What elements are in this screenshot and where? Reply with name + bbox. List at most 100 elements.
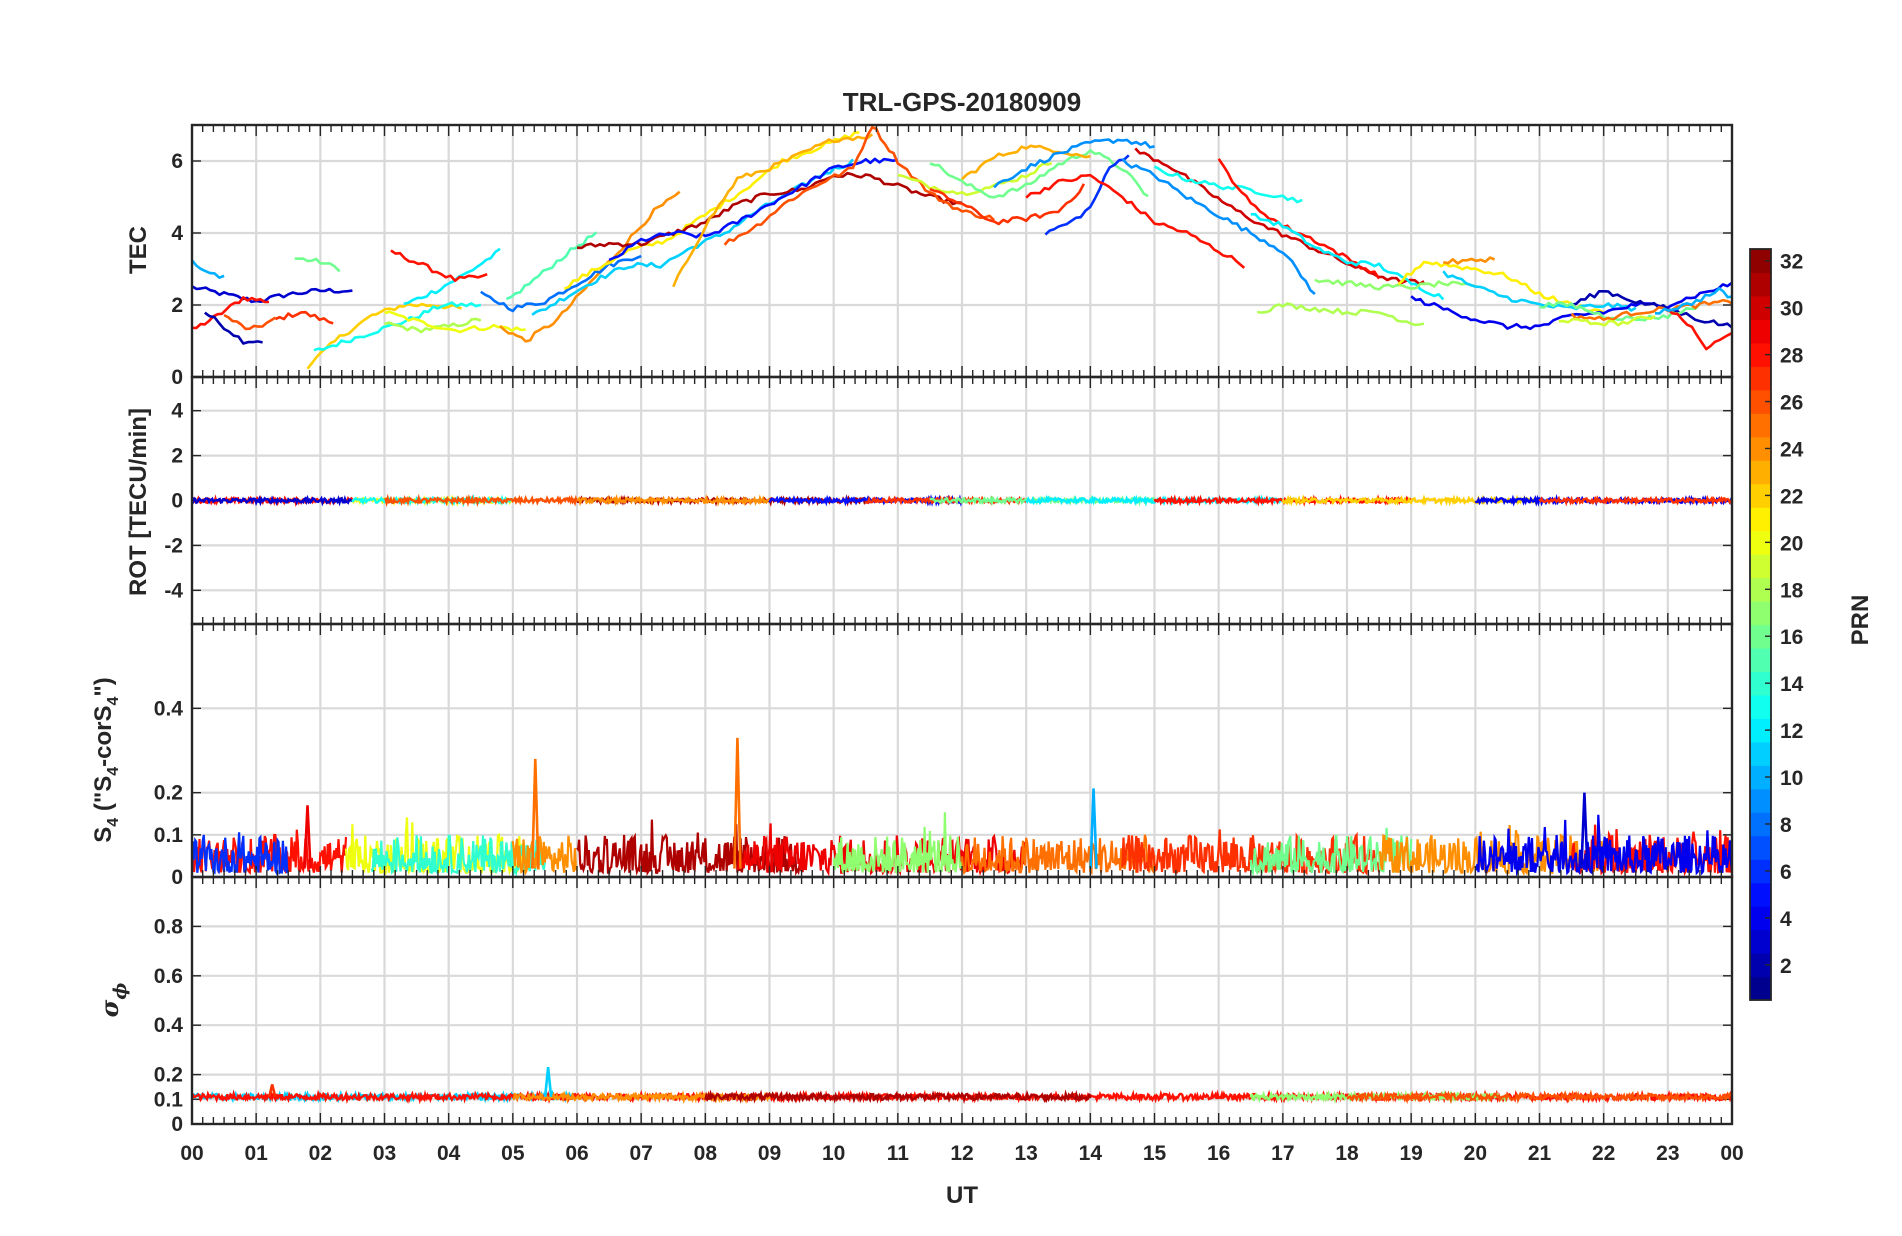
- tec-series-prn-26: [723, 126, 995, 246]
- tec-series-prn-9: [993, 138, 1155, 189]
- colorbar-swatch: [1750, 436, 1771, 461]
- tec-series-prn-24: [499, 190, 681, 343]
- x-tick-label: 10: [822, 1142, 845, 1165]
- s4-series-prn-14: [370, 834, 546, 877]
- colorbar-swatch: [1750, 295, 1771, 321]
- tec-series-prn-15: [505, 231, 598, 301]
- colorbar-label: PRN: [1847, 595, 1874, 646]
- y-tick-label: 0.2: [154, 1064, 183, 1087]
- tec-series-prn-21: [1397, 260, 1605, 314]
- y-tick-label: 0.2: [154, 782, 183, 805]
- s4-spike: [303, 805, 312, 869]
- tec-series-prn-6: [1044, 154, 1130, 236]
- s4-series-prn-24: [511, 835, 578, 877]
- tec-series-prn-28: [1025, 173, 1246, 269]
- tec-series-prn-27: [929, 183, 1086, 226]
- colorbar-swatch: [1750, 249, 1771, 274]
- x-tick-label: 13: [1014, 1142, 1037, 1165]
- colorbar-swatch: [1750, 554, 1771, 579]
- rot-series-prn-12: [1025, 494, 1284, 507]
- tec-series-prn-12: [1250, 212, 1445, 301]
- colorbar-tick-label: 32: [1780, 251, 1803, 274]
- x-tick-label: 07: [629, 1142, 652, 1165]
- tec-series-prn-21: [563, 131, 860, 290]
- colorbar-swatch: [1750, 530, 1771, 555]
- colorbar-swatch: [1750, 389, 1771, 414]
- colorbar-tick-label: 16: [1780, 626, 1803, 649]
- s4-spike: [1580, 792, 1589, 869]
- colorbar-swatch: [1750, 319, 1771, 344]
- panel-s4: 0 0.1 0.2 0.4: [154, 622, 1734, 889]
- x-axis-label: UT: [946, 1182, 978, 1209]
- tec-series-prn-12: [403, 247, 501, 306]
- s4-series-prn-6: [192, 832, 289, 877]
- colorbar-tick-label: 26: [1780, 392, 1803, 415]
- colorbar-swatch: [1750, 953, 1771, 978]
- tec-series-prn-13: [1153, 165, 1303, 204]
- colorbar-swatch: [1750, 694, 1771, 719]
- tec-series-prn-2: [1571, 290, 1732, 329]
- y-label-sigma-phi: σϕ: [95, 983, 131, 1018]
- x-tick-label: 08: [694, 1142, 718, 1165]
- colorbar-swatch: [1750, 906, 1771, 931]
- tec-series-prn-17: [1314, 278, 1476, 291]
- tec-series-prn-5: [608, 157, 899, 262]
- tec-series-prn-8: [480, 254, 642, 313]
- colorbar-tick-label: 24: [1780, 438, 1804, 461]
- x-tick-label: 14: [1079, 1142, 1103, 1165]
- x-tick-label: 00: [180, 1142, 203, 1165]
- colorbar-swatch: [1750, 812, 1771, 837]
- colorbar-swatch: [1750, 765, 1771, 790]
- colorbar-tick-label: 22: [1780, 485, 1803, 508]
- colorbar-tick-label: 28: [1780, 345, 1804, 368]
- x-tick-label: 22: [1592, 1142, 1615, 1165]
- tec-series-prn-11: [531, 158, 854, 316]
- tec-series-prn-10: [192, 259, 225, 279]
- y-tick-label: 0.4: [154, 1014, 184, 1037]
- y-tick-label: 4: [171, 400, 183, 423]
- x-tick-label: 00: [1720, 1142, 1743, 1165]
- chart-title: TRL-GPS-20180909: [843, 87, 1081, 117]
- s4-series-prn-28: [192, 829, 348, 875]
- y-tick-label: 6: [171, 150, 183, 173]
- svg-text:S4 ("S4-corS4"): S4 ("S4-corS4"): [90, 677, 122, 843]
- x-tick-label: 23: [1656, 1142, 1679, 1165]
- colorbar-tick-label: 10: [1780, 767, 1803, 790]
- x-tick-label: 12: [950, 1142, 973, 1165]
- x-tick-label: 06: [565, 1142, 588, 1165]
- y-tick-label: 0.1: [154, 1088, 184, 1111]
- tec-series-prn-27: [274, 310, 334, 325]
- svg-text:σϕ: σϕ: [95, 983, 131, 1018]
- colorbar-swatch: [1750, 882, 1771, 907]
- tec-series-prn-2: [204, 311, 263, 345]
- panel-sigma-phi: 00.10.2 0.4 0.6 0.8: [154, 875, 1734, 1136]
- tec-series-prn-23: [672, 133, 874, 288]
- x-tick-label: 18: [1335, 1142, 1359, 1165]
- tec-series-prn-25: [1570, 298, 1732, 322]
- y-label-rot: ROT [TECU/min]: [125, 408, 152, 596]
- y-tick-label: 0: [171, 490, 183, 513]
- tec-series-prn-9: [1121, 157, 1316, 295]
- tec-series-prn-28: [1667, 308, 1732, 351]
- x-tick-label: 16: [1207, 1142, 1230, 1165]
- colorbar-swatch: [1750, 929, 1771, 954]
- x-tick-label: 01: [244, 1142, 268, 1165]
- tec-series-prn-16: [929, 149, 1149, 199]
- x-tick-label: 19: [1399, 1142, 1422, 1165]
- y-label-tec: TEC: [125, 226, 152, 274]
- x-tick-label: 05: [501, 1142, 525, 1165]
- tec-series-prn-28: [1217, 158, 1381, 280]
- s4-spike: [1089, 788, 1098, 869]
- colorbar-swatch: [1750, 741, 1771, 766]
- tec-series-prn-28: [192, 296, 269, 330]
- x-tick-label: 20: [1464, 1142, 1487, 1165]
- tec-series-prn-18: [1257, 302, 1425, 327]
- x-tick-label: 21: [1528, 1142, 1552, 1165]
- y-tick-label: 0.1: [154, 824, 184, 847]
- colorbar-tick-label: 4: [1780, 908, 1792, 931]
- y-tick-label: 0.6: [154, 965, 183, 988]
- rot-series-prn-5: [768, 494, 964, 507]
- colorbar-tick-label: 30: [1780, 298, 1803, 321]
- s4-spike: [733, 737, 742, 869]
